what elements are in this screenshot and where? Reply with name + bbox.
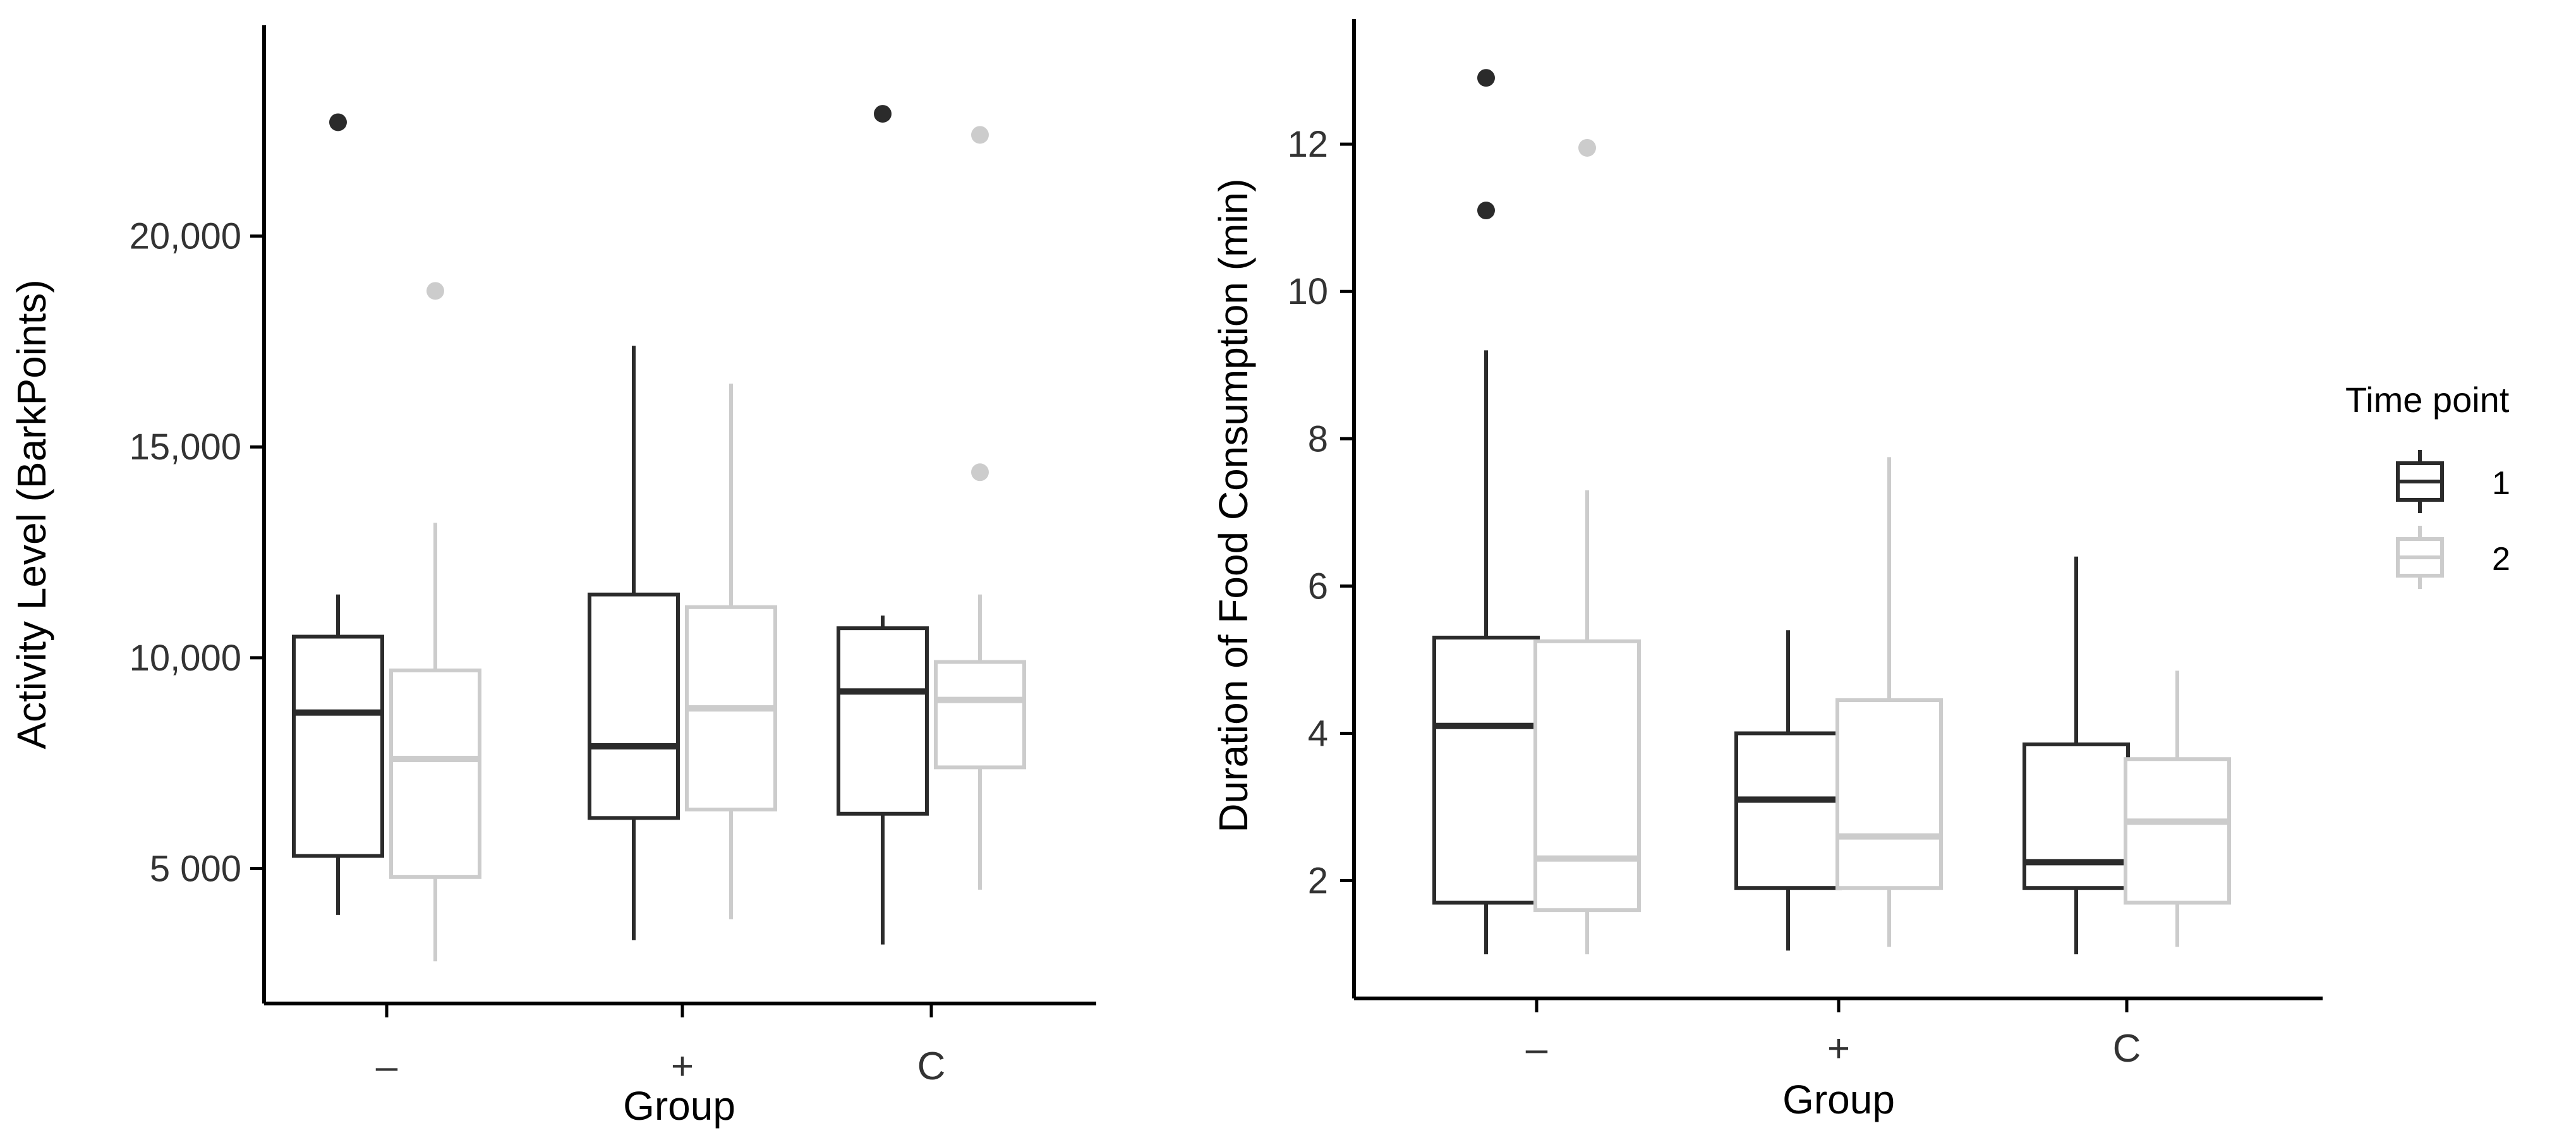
series-timepoint-2 (1533, 138, 2231, 955)
x-tick-label: C (2113, 1027, 2141, 1070)
box-2 (1835, 457, 1943, 947)
outlier-point (971, 463, 989, 482)
series-timepoint-2 (389, 126, 1026, 962)
food-consumption-chart: 2 4 6 8 10 12 – + C Group Duration of Food Cons… (1211, 19, 2323, 1122)
x-tick-label: + (671, 1045, 694, 1088)
outlier-point (874, 105, 892, 123)
activity-level-chart: 5 000 10,000 15,000 20,000 – + C Group Activi… (9, 25, 1096, 1129)
y-tick-label: 5 000 (150, 848, 241, 889)
box-1 (1533, 138, 1641, 955)
box-2 (685, 384, 777, 919)
y-axis-ticks: 5 000 10,000 15,000 20,000 (130, 216, 264, 889)
iqr-box (1734, 731, 1842, 890)
x-axis-title: Group (623, 1083, 735, 1129)
box-1 (1432, 69, 1540, 955)
x-tick-label: C (917, 1045, 946, 1088)
outlier-point (426, 282, 444, 300)
x-tick-label: + (1827, 1027, 1850, 1070)
y-tick-label: 6 (1308, 566, 1328, 607)
iqr-box (389, 668, 481, 879)
iqr-box (1835, 698, 1943, 890)
x-axis-ticks: – + C (376, 1004, 946, 1088)
outlier-point (1578, 138, 1596, 157)
outlier-point (971, 126, 989, 144)
box-1 (292, 113, 384, 915)
y-axis-title: Activity Level (BarkPoints) (9, 279, 54, 749)
x-axis-ticks: – + C (1526, 998, 2141, 1070)
iqr-box (2124, 757, 2231, 905)
x-axis-title: Group (1782, 1077, 1895, 1122)
legend-label-1: 1 (2492, 465, 2510, 502)
y-tick-label: 10 (1287, 271, 1328, 312)
iqr-box (1533, 639, 1641, 913)
series-timepoint-1 (1432, 69, 2130, 955)
y-tick-label: 10,000 (130, 638, 241, 679)
y-tick-label: 12 (1287, 124, 1328, 165)
box-2 (588, 346, 680, 940)
x-tick-label: – (1526, 1027, 1548, 1070)
iqr-box (837, 626, 929, 816)
box-3 (934, 126, 1026, 890)
legend-label-2: 2 (2492, 541, 2510, 578)
x-tick-label: – (376, 1045, 398, 1088)
legend-item-2: 2 (2396, 526, 2510, 589)
box-3 (2124, 670, 2231, 947)
box-3 (2023, 556, 2130, 955)
box-2 (1734, 630, 1842, 951)
y-tick-label: 2 (1308, 861, 1328, 902)
y-tick-label: 8 (1308, 418, 1328, 459)
box-1 (389, 282, 481, 962)
iqr-box (292, 634, 384, 858)
legend-title: Time point (2345, 380, 2510, 420)
series-timepoint-1 (292, 105, 929, 945)
outlier-point (1477, 202, 1495, 220)
outlier-point (329, 113, 347, 131)
iqr-box (588, 592, 680, 820)
box-3 (837, 105, 929, 945)
boxplot-series (1432, 69, 2231, 955)
y-tick-label: 4 (1308, 713, 1328, 754)
boxplot-series (292, 105, 1026, 962)
legend: Time point 1 2 (2345, 380, 2510, 589)
y-tick-label: 15,000 (130, 427, 241, 468)
iqr-box (2023, 742, 2130, 890)
iqr-box (934, 660, 1026, 770)
y-tick-label: 20,000 (130, 216, 241, 257)
iqr-box (1432, 635, 1540, 905)
legend-item-1: 1 (2396, 450, 2510, 513)
outlier-point (1477, 69, 1495, 87)
y-axis-ticks: 2 4 6 8 10 12 (1287, 124, 1354, 902)
y-axis-title: Duration of Food Consumption (min) (1211, 178, 1256, 832)
